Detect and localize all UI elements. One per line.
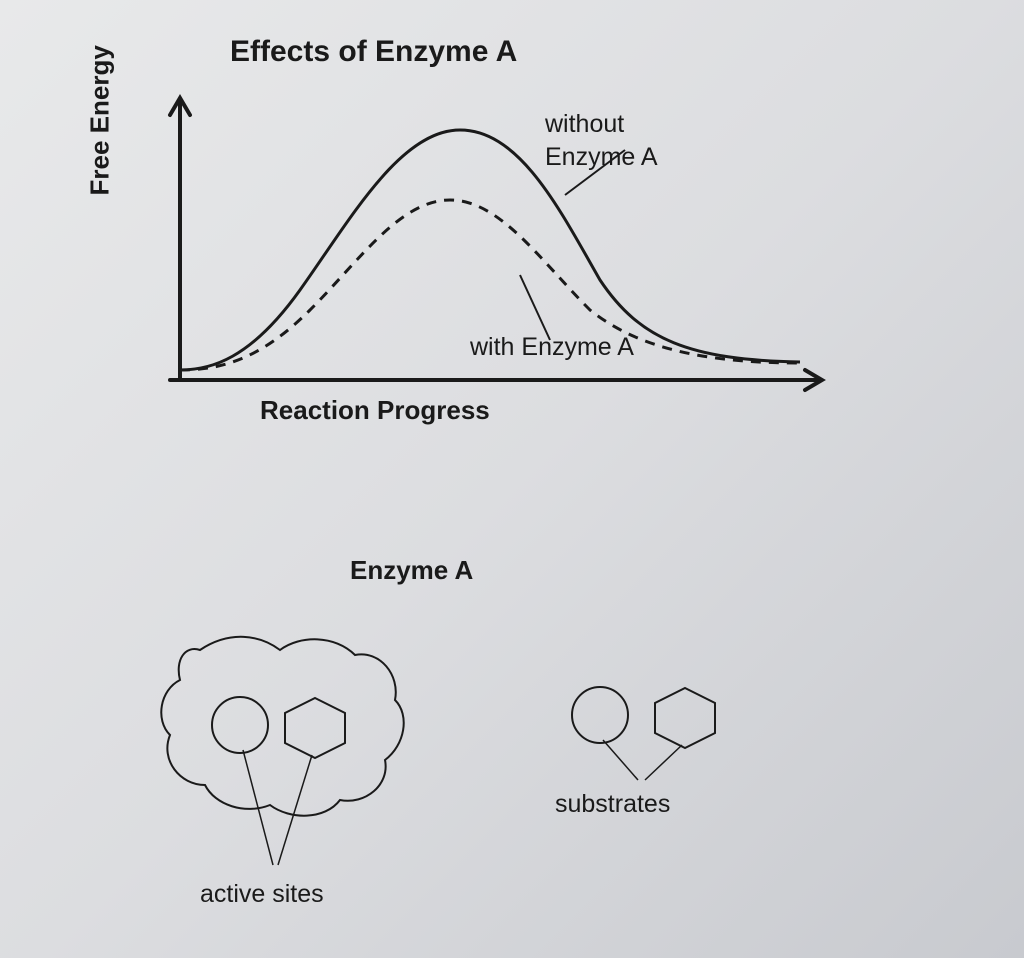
- enzyme-title: Enzyme A: [350, 555, 473, 586]
- x-axis: [170, 370, 822, 390]
- label-without-line1: without: [545, 110, 624, 138]
- chart-title: Effects of Enzyme A: [230, 35, 517, 69]
- active-sites-pointer-1: [243, 750, 273, 865]
- substrates-pointer-2: [645, 745, 682, 780]
- label-without-line2: Enzyme A: [545, 143, 658, 171]
- substrate-hexagon-icon: [655, 688, 715, 748]
- pointer-with: [520, 275, 550, 340]
- label-with-enzyme: with Enzyme A: [470, 333, 634, 362]
- active-sites-label: active sites: [200, 880, 324, 909]
- active-site-circle-icon: [212, 697, 268, 753]
- substrates-pointer-1: [603, 740, 638, 780]
- active-site-hexagon-icon: [285, 698, 345, 758]
- substrate-circle-icon: [572, 687, 628, 743]
- active-sites-pointer-2: [278, 755, 312, 865]
- y-axis-label: Free Energy: [85, 45, 116, 195]
- y-axis: [170, 98, 190, 380]
- diagram-container: Effects of Enzyme A Free Energy without …: [0, 0, 1024, 958]
- enzyme-blob-icon: [161, 637, 403, 816]
- substrates-label: substrates: [555, 790, 670, 819]
- x-axis-label: Reaction Progress: [260, 395, 490, 426]
- energy-chart: [120, 80, 840, 420]
- label-without-enzyme: without Enzyme A: [545, 108, 658, 173]
